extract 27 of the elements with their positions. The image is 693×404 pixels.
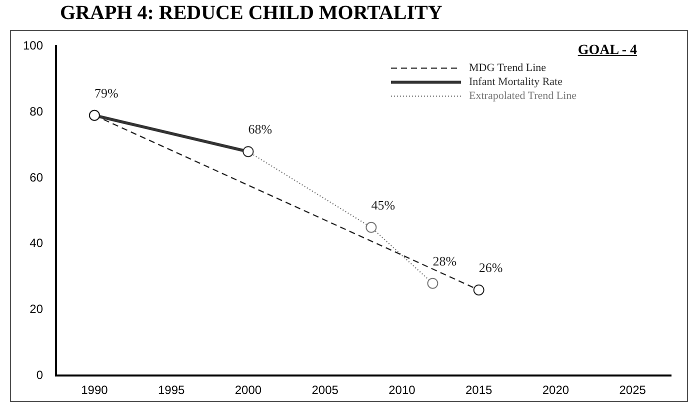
y-tick-label: 80 (30, 104, 44, 118)
y-tick-label: 100 (22, 38, 44, 53)
data-label: 28% (432, 253, 457, 268)
y-tick-label: 20 (30, 302, 44, 316)
point (427, 278, 438, 289)
x-tick-label: 1990 (81, 383, 108, 398)
chart-title: GRAPH 4: REDUCE CHILD MORTALITY (60, 2, 442, 25)
data-label: 26% (478, 260, 503, 275)
point (473, 284, 484, 296)
x-tick-label: 1995 (158, 383, 185, 398)
x-tick-label: 2020 (542, 383, 570, 398)
y-tick-label: 0 (36, 368, 44, 382)
data-label: 68% (248, 122, 272, 137)
y-tick-label: 40 (30, 236, 44, 250)
x-tick-label: 2015 (465, 383, 492, 398)
x-tick-label: 2025 (619, 383, 646, 398)
data-label: 79% (94, 85, 119, 100)
point (366, 222, 377, 233)
x-tick-label: 2005 (312, 383, 339, 398)
text: Infant Mortality Rate (469, 76, 563, 88)
text: Extrapolated Trend Line (469, 90, 577, 102)
data-label: 45% (371, 197, 396, 212)
annotation: GOAL - 4 (578, 43, 637, 59)
y-tick-label: 60 (30, 170, 44, 184)
x-tick-label: 2010 (388, 383, 416, 398)
x-tick-label: 2000 (234, 383, 262, 398)
text: MDG Trend Line (469, 62, 546, 74)
